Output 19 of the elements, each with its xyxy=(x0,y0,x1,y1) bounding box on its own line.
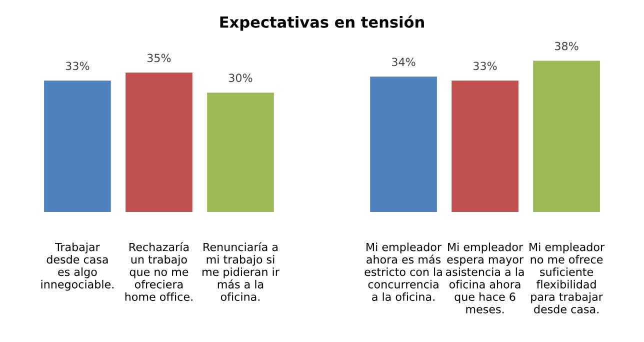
bar xyxy=(44,80,111,212)
bar xyxy=(533,60,600,212)
data-label: 34% xyxy=(392,58,416,66)
data-label: 30% xyxy=(228,74,252,82)
x-tick-label: Renunciaría a mi trabajo si me pidieran ir más a la oficina. xyxy=(202,242,280,301)
data-label: 33% xyxy=(474,62,497,70)
x-tick-label: Trabajar desde casa es algo innegociable. xyxy=(41,242,114,291)
bar xyxy=(207,92,274,212)
bar xyxy=(126,72,192,212)
chart-title: Expectativas en tensión xyxy=(220,15,424,31)
x-tick-label: Mi empleador no me ofrece suficiente flexibilidad para trabajar desde casa. xyxy=(530,242,605,314)
data-label: 33% xyxy=(66,62,90,70)
bar xyxy=(452,80,518,212)
data-label: 38% xyxy=(555,42,578,50)
bar xyxy=(370,76,437,212)
x-tick-label: Mi empleador espera mayor asistencia a la oficina ahora que hace 6 meses. xyxy=(446,242,524,314)
data-label: 35% xyxy=(147,54,171,62)
x-tick-label: Rechazaría un trabajo que no me ofreciera home office. xyxy=(125,242,192,301)
x-tick-label: Mi empleador ahora es más estricto con la concurrencia a la oficina. xyxy=(364,242,442,301)
